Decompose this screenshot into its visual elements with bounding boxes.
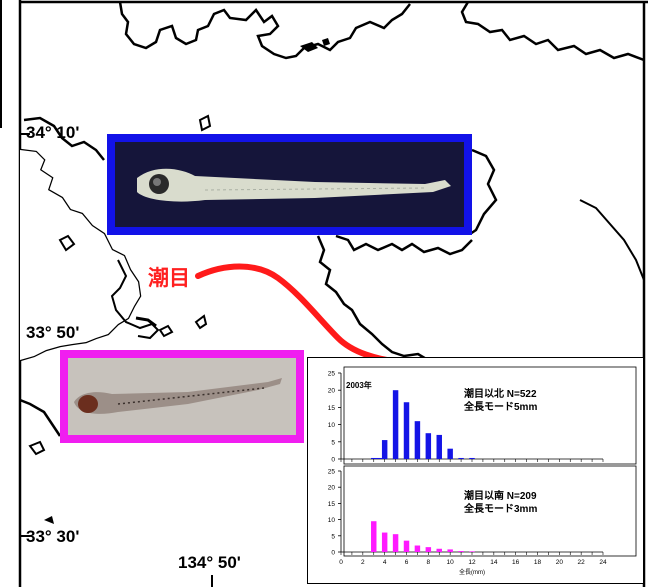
bar-0-10 bbox=[469, 457, 475, 459]
x-tick-label-0: 0 bbox=[339, 559, 343, 566]
latitude-label-33-50: 33° 50' bbox=[26, 323, 80, 342]
year-label: 2003年 bbox=[346, 381, 372, 390]
y-tick-label-1-2: 10 bbox=[328, 517, 336, 524]
x-tick-label-10: 20 bbox=[556, 559, 564, 566]
y-tick-label-0-5: 25 bbox=[328, 371, 336, 378]
x-tick-label-5: 10 bbox=[447, 559, 455, 566]
south-caption-count: 潮目以南 N=209 bbox=[464, 491, 537, 502]
bar-1-7 bbox=[447, 549, 453, 552]
bar-0-5 bbox=[414, 421, 421, 459]
x-tick-label-6: 12 bbox=[468, 559, 476, 566]
coastline-southwest bbox=[19, 398, 62, 437]
bar-0-9 bbox=[458, 457, 464, 459]
y-tick-label-1-5: 25 bbox=[328, 469, 336, 476]
x-tick-label-12: 24 bbox=[599, 559, 607, 566]
x-tick-label-9: 18 bbox=[534, 559, 542, 566]
x-tick-label-3: 6 bbox=[405, 559, 409, 566]
bar-1-8 bbox=[458, 551, 464, 552]
y-tick-label-1-3: 15 bbox=[328, 501, 336, 508]
bar-1-2 bbox=[392, 534, 399, 552]
y-tick-label-0-3: 15 bbox=[328, 405, 336, 412]
tidal-front-label: 潮目 bbox=[148, 267, 190, 290]
larva-photo-north bbox=[107, 134, 472, 235]
panel-frame-1 bbox=[343, 465, 637, 557]
bar-1-9 bbox=[469, 551, 475, 552]
panel-frame-0 bbox=[343, 366, 637, 465]
x-tick-label-2: 4 bbox=[383, 559, 387, 566]
bar-0-2 bbox=[381, 440, 388, 459]
y-tick-label-0-1: 5 bbox=[331, 439, 335, 446]
latitude-label-33-30: 33° 30' bbox=[26, 527, 80, 546]
bar-0-7 bbox=[436, 434, 442, 459]
north-caption-mode: 全長モード5mm bbox=[464, 402, 538, 413]
coastline-east bbox=[469, 148, 498, 236]
bar-1-4 bbox=[414, 545, 421, 552]
longitude-label-134-50: 134° 50' bbox=[178, 553, 241, 572]
x-tick-label-4: 8 bbox=[427, 559, 431, 566]
bar-1-3 bbox=[403, 540, 410, 552]
bar-1-1 bbox=[381, 532, 388, 552]
latitude-label-34-10: 34° 10' bbox=[26, 123, 80, 142]
bar-0-6 bbox=[425, 433, 432, 459]
coastline-top-right bbox=[460, 1, 645, 62]
south-caption-mode: 全長モード3mm bbox=[464, 504, 538, 515]
x-tick-label-7: 14 bbox=[490, 559, 498, 566]
y-tick-label-0-0: 0 bbox=[331, 457, 335, 464]
bar-0-1 bbox=[376, 457, 382, 459]
bar-1-6 bbox=[436, 548, 442, 552]
y-tick-label-1-0: 0 bbox=[331, 550, 335, 557]
coastline-top bbox=[118, 1, 411, 60]
bar-0-0 bbox=[371, 457, 377, 459]
tidal-front-line bbox=[195, 263, 407, 365]
x-tick-label-11: 22 bbox=[578, 559, 586, 566]
bar-0-8 bbox=[447, 448, 453, 459]
x-tick-label-1: 2 bbox=[361, 559, 365, 566]
larva-photo-south bbox=[60, 350, 304, 443]
bar-0-3 bbox=[392, 390, 399, 459]
bar-0-4 bbox=[403, 402, 410, 459]
x-axis-label: 全長(mm) bbox=[459, 568, 485, 576]
bar-1-5 bbox=[425, 547, 432, 552]
y-tick-label-1-4: 20 bbox=[328, 485, 336, 492]
bar-1-0 bbox=[371, 521, 377, 552]
y-tick-label-1-1: 5 bbox=[331, 533, 335, 540]
north-caption-count: 潮目以北 N=522 bbox=[464, 389, 537, 400]
larva-south-image bbox=[68, 358, 296, 435]
y-tick-label-0-4: 20 bbox=[328, 388, 336, 395]
y-tick-label-0-2: 10 bbox=[328, 422, 336, 429]
larva-north-image bbox=[115, 142, 464, 227]
length-histograms: 0 5 10 15 20 25 0 5 10 15 20 25 0 2 4 6 8 10 12 14 16 18 20 22 2… bbox=[307, 357, 644, 584]
x-tick-label-8: 16 bbox=[512, 559, 520, 566]
